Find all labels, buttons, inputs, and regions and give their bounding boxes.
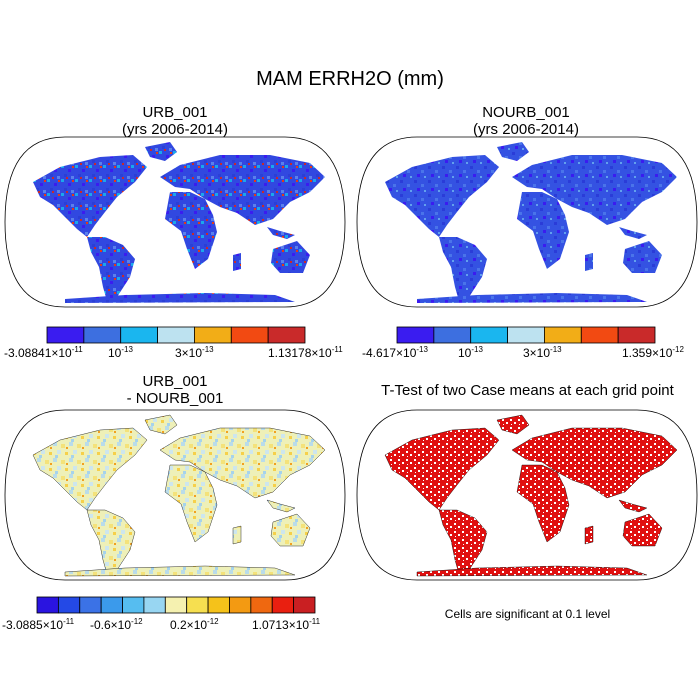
colorbar-box <box>164 596 188 614</box>
cb-nourb-label-1: 10-13 <box>458 345 483 360</box>
colorbar-box <box>157 326 195 344</box>
cb-diff-label-3: 1.0713×10-11 <box>252 617 321 632</box>
panel-title-urb-line1: URB_001 <box>142 104 208 121</box>
colorbar-box <box>617 326 656 344</box>
ttest-note: Cells are significant at 0.1 level <box>444 607 611 621</box>
colorbar-box <box>293 596 316 614</box>
colorbar-box <box>229 596 252 614</box>
colorbar-box <box>36 596 59 614</box>
panel-title-diff-line1: URB_001 <box>142 373 208 390</box>
colorbar-urb <box>46 326 306 344</box>
panel-title-nourb: NOURB_001 (yrs 2006-2014) <box>396 104 656 138</box>
panel-title-nourb-line2: (yrs 2006-2014) <box>473 121 579 138</box>
cb-urb-label-0: -3.08841×10-11 <box>4 345 83 360</box>
cb-nourb-label-2: 3×10-13 <box>523 345 562 360</box>
cb-urb-label-1: 10-13 <box>108 345 133 360</box>
colorbar-box <box>580 326 619 344</box>
colorbar-box <box>143 596 166 614</box>
colorbar-box <box>186 596 209 614</box>
panel-title-nourb-line1: NOURB_001 <box>482 104 570 121</box>
colorbar-box <box>194 326 232 344</box>
colorbar-box <box>267 326 306 344</box>
cb-urb-label-2: 3×10-13 <box>175 345 214 360</box>
colorbar-box <box>83 326 122 344</box>
colorbar-diff <box>36 596 316 614</box>
map-diff <box>4 409 346 581</box>
colorbar-box <box>396 326 435 344</box>
map-nourb <box>356 136 698 308</box>
colorbar-box <box>46 326 85 344</box>
cb-diff-label-2: 0.2×10-12 <box>170 617 219 632</box>
panel-title-diff: URB_001 - NOURB_001 <box>45 373 305 407</box>
colorbar-box <box>544 326 582 344</box>
colorbar-box <box>507 326 545 344</box>
cb-urb-label-3: 1.13178×10-11 <box>268 345 343 360</box>
colorbar-box <box>120 326 158 344</box>
panel-title-diff-line2: - NOURB_001 <box>126 390 224 407</box>
colorbar-box <box>79 596 102 614</box>
colorbar-box <box>100 596 123 614</box>
colorbar-box <box>57 596 81 614</box>
colorbar-box <box>230 326 269 344</box>
panel-title-urb-line2: (yrs 2006-2014) <box>122 121 228 138</box>
colorbar-box <box>470 326 508 344</box>
panel-title-ttest: T-Test of two Case means at each grid po… <box>381 382 674 399</box>
colorbar-nourb <box>396 326 656 344</box>
map-ttest <box>356 409 698 581</box>
colorbar-box <box>122 596 145 614</box>
cb-diff-label-1: -0.6×10-12 <box>90 617 143 632</box>
cb-nourb-label-0: -4.617×10-13 <box>362 345 428 360</box>
panel-title-urb: URB_001 (yrs 2006-2014) <box>45 104 305 138</box>
colorbar-box <box>271 596 295 614</box>
colorbar-box <box>207 596 230 614</box>
colorbar-box <box>433 326 472 344</box>
cb-diff-label-0: -3.0885×10-11 <box>2 617 75 632</box>
colorbar-box <box>250 596 273 614</box>
map-urb <box>4 136 346 308</box>
cb-nourb-label-3: 1.359×10-12 <box>622 345 684 360</box>
main-title: MAM ERRH2O (mm) <box>256 68 444 90</box>
